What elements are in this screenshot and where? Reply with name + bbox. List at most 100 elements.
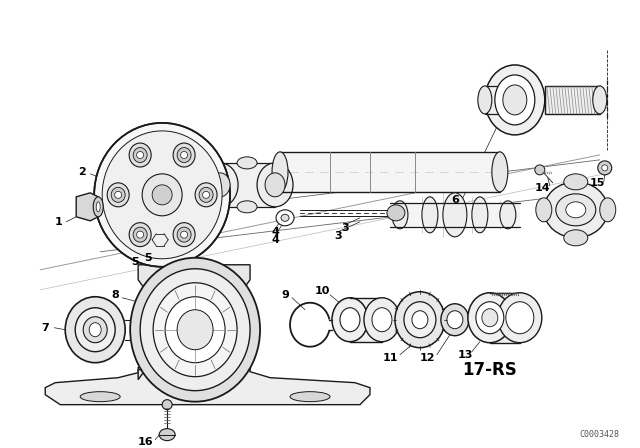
Ellipse shape [142,174,182,216]
Ellipse shape [83,317,107,343]
Ellipse shape [162,400,172,409]
Ellipse shape [159,429,175,441]
Text: 15: 15 [590,178,605,188]
Ellipse shape [152,233,168,247]
Ellipse shape [111,187,125,202]
Ellipse shape [564,230,588,246]
Text: 17-RS: 17-RS [463,361,517,379]
Ellipse shape [598,161,612,175]
Ellipse shape [107,183,129,207]
Ellipse shape [372,308,392,332]
Bar [545,86,600,114]
Bar [220,163,275,207]
Ellipse shape [332,298,368,342]
Ellipse shape [290,392,330,402]
Ellipse shape [485,65,545,135]
Polygon shape [76,193,98,221]
Bar [490,293,520,343]
Ellipse shape [422,197,438,233]
Ellipse shape [564,174,588,190]
Ellipse shape [80,392,120,402]
Ellipse shape [500,201,516,229]
Ellipse shape [387,205,405,221]
Ellipse shape [137,151,143,159]
Ellipse shape [173,223,195,247]
Ellipse shape [412,311,428,329]
Ellipse shape [556,194,596,226]
Text: 4: 4 [271,235,279,245]
Ellipse shape [506,302,534,334]
Ellipse shape [237,201,257,213]
Bar [280,152,500,192]
Ellipse shape [93,197,103,217]
Ellipse shape [203,191,209,198]
Ellipse shape [195,183,217,207]
Text: 6: 6 [451,195,459,205]
Ellipse shape [265,173,285,197]
Ellipse shape [404,302,436,338]
Text: 10: 10 [314,286,330,296]
Ellipse shape [173,143,195,167]
Ellipse shape [281,214,289,221]
Ellipse shape [76,308,115,352]
Text: 11: 11 [382,353,397,363]
Ellipse shape [177,227,191,242]
Ellipse shape [600,198,616,222]
Ellipse shape [482,309,498,327]
Text: 14: 14 [535,183,550,193]
Ellipse shape [199,187,213,202]
Ellipse shape [133,147,147,163]
Ellipse shape [503,85,527,115]
Ellipse shape [468,293,512,343]
Ellipse shape [202,163,238,207]
Ellipse shape [152,185,172,205]
Ellipse shape [237,157,257,169]
Ellipse shape [137,231,143,238]
Ellipse shape [443,193,467,237]
Text: 2: 2 [78,167,86,177]
Bar [390,203,520,227]
Polygon shape [45,365,370,405]
Text: 16: 16 [138,437,153,447]
Ellipse shape [210,173,230,197]
Ellipse shape [395,292,445,348]
Ellipse shape [544,182,608,238]
Bar [485,86,515,114]
Text: 9: 9 [281,290,289,300]
Ellipse shape [102,131,222,259]
Ellipse shape [566,202,586,218]
Ellipse shape [364,298,400,342]
Ellipse shape [115,191,122,198]
Ellipse shape [130,258,260,402]
Bar [350,298,382,342]
Ellipse shape [447,311,463,329]
Text: 3: 3 [341,223,349,233]
Text: 1: 1 [54,217,62,227]
Text: C0003428: C0003428 [580,430,620,439]
Text: 5: 5 [145,253,152,263]
Ellipse shape [472,197,488,233]
Ellipse shape [441,304,469,336]
Ellipse shape [133,227,147,242]
Text: 7: 7 [42,323,49,333]
Ellipse shape [593,86,607,114]
Text: 3: 3 [334,231,342,241]
Ellipse shape [140,269,250,391]
Ellipse shape [476,302,504,334]
Ellipse shape [96,202,100,212]
Text: 13: 13 [457,350,472,360]
Ellipse shape [177,310,213,350]
Ellipse shape [129,223,151,247]
Text: 8: 8 [111,290,119,300]
Ellipse shape [180,231,188,238]
Text: 4: 4 [271,227,279,237]
Ellipse shape [272,152,288,192]
Ellipse shape [498,293,542,343]
Ellipse shape [392,201,408,229]
Ellipse shape [492,152,508,192]
Ellipse shape [89,323,101,337]
Ellipse shape [129,143,151,167]
Ellipse shape [65,297,125,363]
Ellipse shape [340,308,360,332]
Ellipse shape [153,283,237,377]
